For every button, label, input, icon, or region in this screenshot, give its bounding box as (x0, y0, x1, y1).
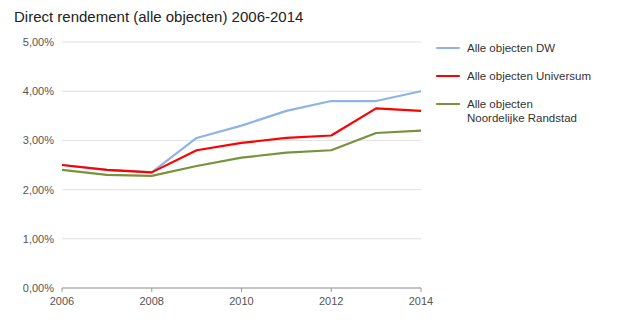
y-tick-label: 3,00% (23, 134, 54, 146)
x-tick-label: 2008 (140, 295, 164, 307)
y-tick-label: 1,00% (23, 233, 54, 245)
x-tick-label: 2014 (409, 295, 433, 307)
grid-line (62, 238, 421, 239)
y-tick-label: 5,00% (23, 36, 54, 48)
y-axis: 0,00% 1,00% 2,00% 3,00% 4,00% 5,00% (23, 36, 421, 294)
grid-line (62, 42, 421, 43)
grid-line (62, 189, 421, 190)
x-tick (421, 288, 422, 292)
legend: Alle objecten DW Alle objecten Universum A… (437, 42, 591, 124)
grid-line (62, 140, 421, 141)
legend-label: Alle objectenNoordelijke Randstad (467, 98, 577, 124)
legend-swatch (437, 47, 459, 49)
x-tick (62, 288, 63, 292)
series-line (62, 91, 421, 172)
y-tick-label: 2,00% (23, 184, 54, 196)
x-tick (241, 288, 242, 292)
x-axis: 2006 2008 2010 2012 2014 (50, 288, 433, 307)
y-tick-label: 4,00% (23, 85, 54, 97)
series-line (62, 131, 421, 176)
legend-swatch (437, 75, 459, 77)
x-tick-label: 2010 (229, 295, 253, 307)
legend-label: Alle objecten DW (467, 42, 555, 54)
x-tick-label: 2012 (319, 295, 343, 307)
chart-svg: Direct rendement (alle objecten) 2006-20… (0, 0, 621, 320)
series-line (62, 108, 421, 172)
legend-swatch (437, 103, 459, 105)
y-tick-label: 0,00% (23, 282, 54, 294)
series-group (62, 91, 421, 176)
x-tick-label: 2006 (50, 295, 74, 307)
chart-title: Direct rendement (alle objecten) 2006-20… (14, 8, 303, 25)
x-tick (151, 288, 152, 292)
legend-label: Alle objecten Universum (467, 70, 591, 82)
x-tick (331, 288, 332, 292)
grid-line (62, 91, 421, 92)
chart-container: Direct rendement (alle objecten) 2006-20… (0, 0, 621, 320)
